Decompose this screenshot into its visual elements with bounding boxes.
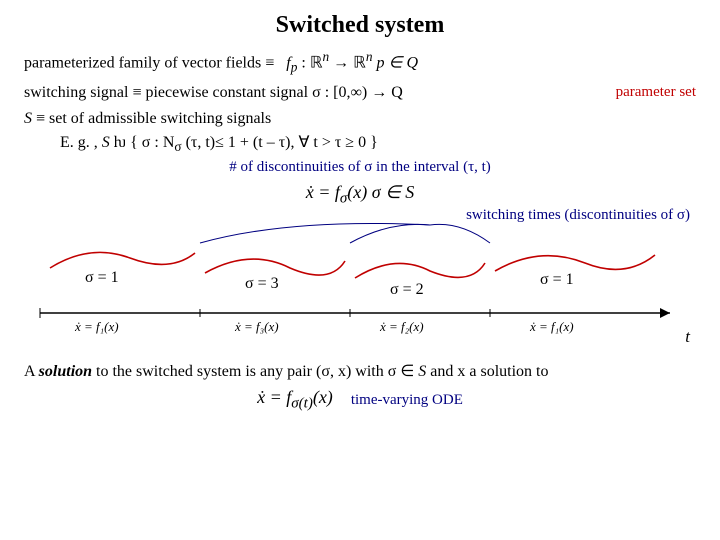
bottom-equation-row: ẋ = fσ(t)(x) time-varying ODE [24,387,696,413]
below-eq-2: ẋ = f₂(x) [380,319,424,335]
sup-n1: n [323,49,330,64]
arrow: → ℝ [333,54,366,71]
below-eq-1b: ẋ = f₁(x) [530,319,574,335]
solution-definition: A solution to the switched system is any… [24,361,696,381]
sigma-label-1: σ = 1 [85,269,119,287]
equiv: ≡ [265,54,282,71]
eq-part1: ẋ = f [306,182,340,202]
sigma-label-2: σ = 2 [390,281,424,299]
S-script2: S [102,134,110,151]
text: ≡ set of admissible switching signals [36,110,271,127]
t-axis-label: t [685,327,690,347]
time-varying-ode-label: time-varying ODE [351,392,463,409]
sub-p: p [291,60,298,75]
parameter-set-label: parameter set [616,84,696,101]
eg3: (τ, t)≤ 1 + (t – τ), ∀ t > τ ≥ 0 } [186,134,378,151]
below-eq-1: ẋ = f₁(x) [75,319,119,335]
sup-n2: n [366,49,373,64]
sub-sigma: σ [174,139,181,154]
t3: and x a solution to [426,363,548,380]
eg: E. g. , [60,134,102,151]
line-eg: E. g. , S ƕ { σ : Nσ (τ, t)≤ 1 + (t – τ)… [24,132,696,155]
pinQ: p ∈ Q [377,54,419,71]
colon: : ℝ [301,54,322,71]
eg2: ƕ { σ : N [114,134,175,151]
sigma-label-3: σ = 3 [245,275,279,293]
bottom-eq: ẋ = fσ(t)(x) [257,387,333,413]
discontinuity-note: # of discontinuities of σ in the interva… [24,159,696,176]
S-script3: S [405,182,414,202]
text: parameterized family of vector fields [24,54,265,71]
sigma-label-1b: σ = 1 [540,271,574,289]
be1: ẋ = f [257,387,291,407]
switching-diagram: switching times (discontinuities of σ) σ… [30,213,690,343]
S-script: S [24,110,32,127]
line-switching-signal: switching signal ≡ piecewise constant si… [24,84,696,102]
line-vector-fields: parameterized family of vector fields ≡ … [24,49,696,76]
page-title: Switched system [24,12,696,39]
t1: A [24,363,39,380]
eq-part2: (x) σ ∈ [347,182,405,202]
diagram-svg [30,213,690,343]
line-admissible: S ≡ set of admissible switching signals [24,110,696,128]
be2: (x) [313,387,333,407]
be-sub: σ(t) [291,396,313,412]
center-equation: ẋ = fσ(x) σ ∈ S [24,182,696,208]
switching-times-label: switching times (discontinuities of σ) [466,207,690,224]
text: switching signal ≡ piecewise constant si… [24,84,403,101]
below-eq-3: ẋ = f₃(x) [235,319,279,335]
t2: to the switched system is any pair (σ, x… [92,363,418,380]
solution-word: solution [39,363,92,380]
